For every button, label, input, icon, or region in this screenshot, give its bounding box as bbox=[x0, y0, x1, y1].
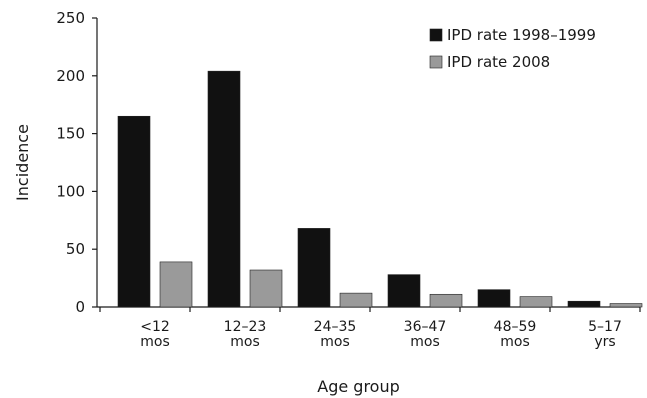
x-tick-label: mos bbox=[320, 334, 350, 350]
x-tick-label: yrs bbox=[594, 334, 615, 350]
bar-series-1-4 bbox=[477, 289, 511, 308]
legend-label-2: IPD rate 2008 bbox=[447, 53, 550, 71]
x-tick-label: 12–23 bbox=[224, 319, 267, 335]
x-tick-label: mos bbox=[140, 334, 170, 350]
y-tick-label: 250 bbox=[56, 9, 85, 27]
x-tick-label: <12 bbox=[140, 319, 170, 335]
x-tick-label: mos bbox=[500, 334, 530, 350]
bar-series-2-5 bbox=[609, 303, 643, 308]
x-tick-label: mos bbox=[230, 334, 260, 350]
bars-layer bbox=[117, 70, 643, 308]
y-tick-label: 100 bbox=[56, 182, 85, 200]
bar-series-2-2 bbox=[339, 292, 373, 308]
x-tick-label: 48–59 bbox=[494, 319, 537, 335]
y-tick-label: 0 bbox=[75, 298, 85, 316]
x-tick-label: 36–47 bbox=[404, 319, 447, 335]
y-tick-label: 50 bbox=[66, 240, 85, 258]
labels-layer: 050100150200250<12mos12–23mos24–35mos36–… bbox=[56, 9, 622, 350]
x-tick-label: 5–17 bbox=[588, 319, 622, 335]
bar-series-2-3 bbox=[429, 293, 463, 308]
bar-series-2-4 bbox=[519, 296, 553, 308]
y-tick-label: 150 bbox=[56, 125, 85, 143]
legend-label-1: IPD rate 1998–1999 bbox=[447, 26, 596, 44]
legend: IPD rate 1998–1999 IPD rate 2008 bbox=[429, 26, 596, 71]
x-tick-label: 24–35 bbox=[314, 319, 357, 335]
legend-swatch-1 bbox=[429, 28, 443, 42]
y-axis-title: Incidence bbox=[13, 124, 32, 201]
bar-series-1-0 bbox=[117, 115, 151, 308]
bar-series-1-5 bbox=[567, 300, 601, 308]
bar-series-1-3 bbox=[387, 274, 421, 308]
y-tick-label: 200 bbox=[56, 67, 85, 85]
bar-series-1-1 bbox=[207, 70, 241, 308]
bar-series-1-2 bbox=[297, 228, 331, 308]
bar-series-2-0 bbox=[159, 261, 193, 308]
x-tick-label: mos bbox=[410, 334, 440, 350]
x-axis-title: Age group bbox=[317, 377, 400, 396]
legend-swatch-2 bbox=[429, 55, 443, 69]
bar-series-2-1 bbox=[249, 269, 283, 308]
